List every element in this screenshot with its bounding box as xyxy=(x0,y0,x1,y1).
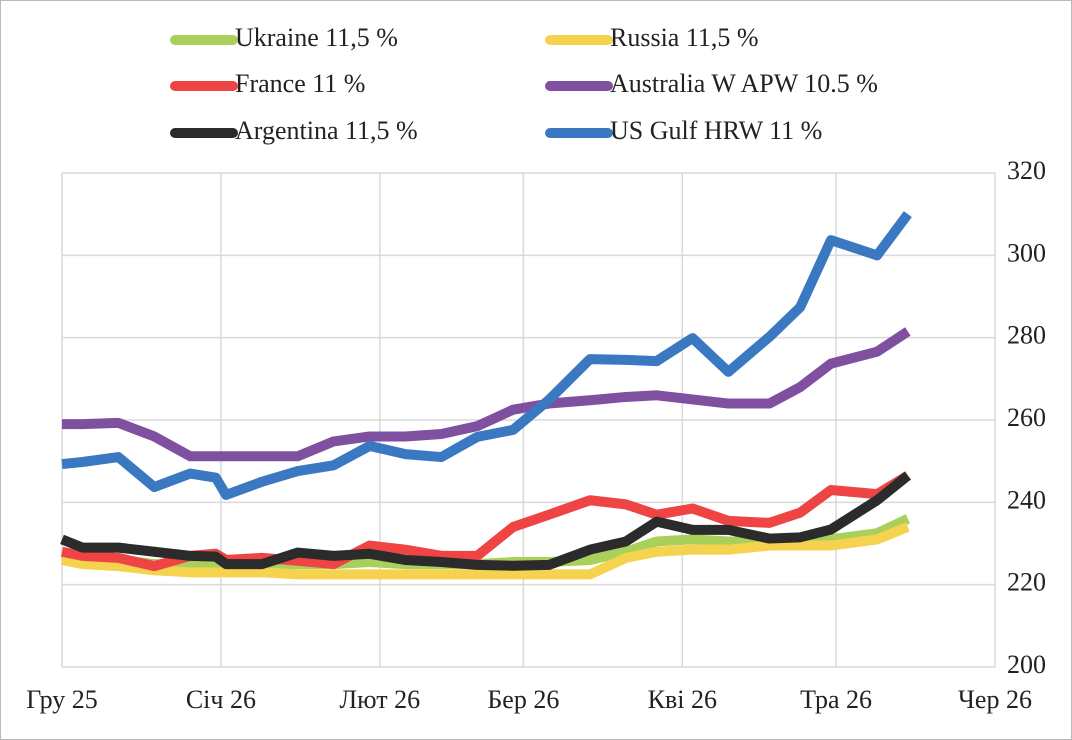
legend-label: Russia 11,5 % xyxy=(610,23,759,52)
y-tick-label: 240 xyxy=(1007,485,1046,514)
series-line xyxy=(61,211,912,500)
y-tick-label: 200 xyxy=(1007,650,1046,679)
series-line xyxy=(60,471,911,571)
y-tick-label: 320 xyxy=(1007,156,1046,185)
y-tick-label: 220 xyxy=(1007,568,1046,597)
x-tick-label: Січ 26 xyxy=(186,685,256,714)
y-tick-label: 280 xyxy=(1007,321,1046,350)
legend-label: Argentina 11,5 % xyxy=(235,116,418,145)
series-line xyxy=(61,522,910,580)
series-line xyxy=(62,327,911,462)
legend-label: Ukraine 11,5 % xyxy=(235,23,398,52)
legend-label: Australia W APW 10.5 % xyxy=(610,69,878,98)
x-tick-label: Гру 25 xyxy=(26,685,98,714)
x-tick-label: Бер 26 xyxy=(487,685,559,714)
legend-label: US Gulf HRW 11 % xyxy=(610,116,822,145)
x-tick-label: Чер 26 xyxy=(958,685,1032,714)
y-tick-label: 300 xyxy=(1007,238,1046,267)
x-tick-label: Лют 26 xyxy=(340,685,421,714)
x-tick-label: Кві 26 xyxy=(648,685,717,714)
legend-label: France 11 % xyxy=(235,69,365,98)
x-tick-label: Тра 26 xyxy=(800,685,872,714)
y-tick-label: 260 xyxy=(1007,403,1046,432)
